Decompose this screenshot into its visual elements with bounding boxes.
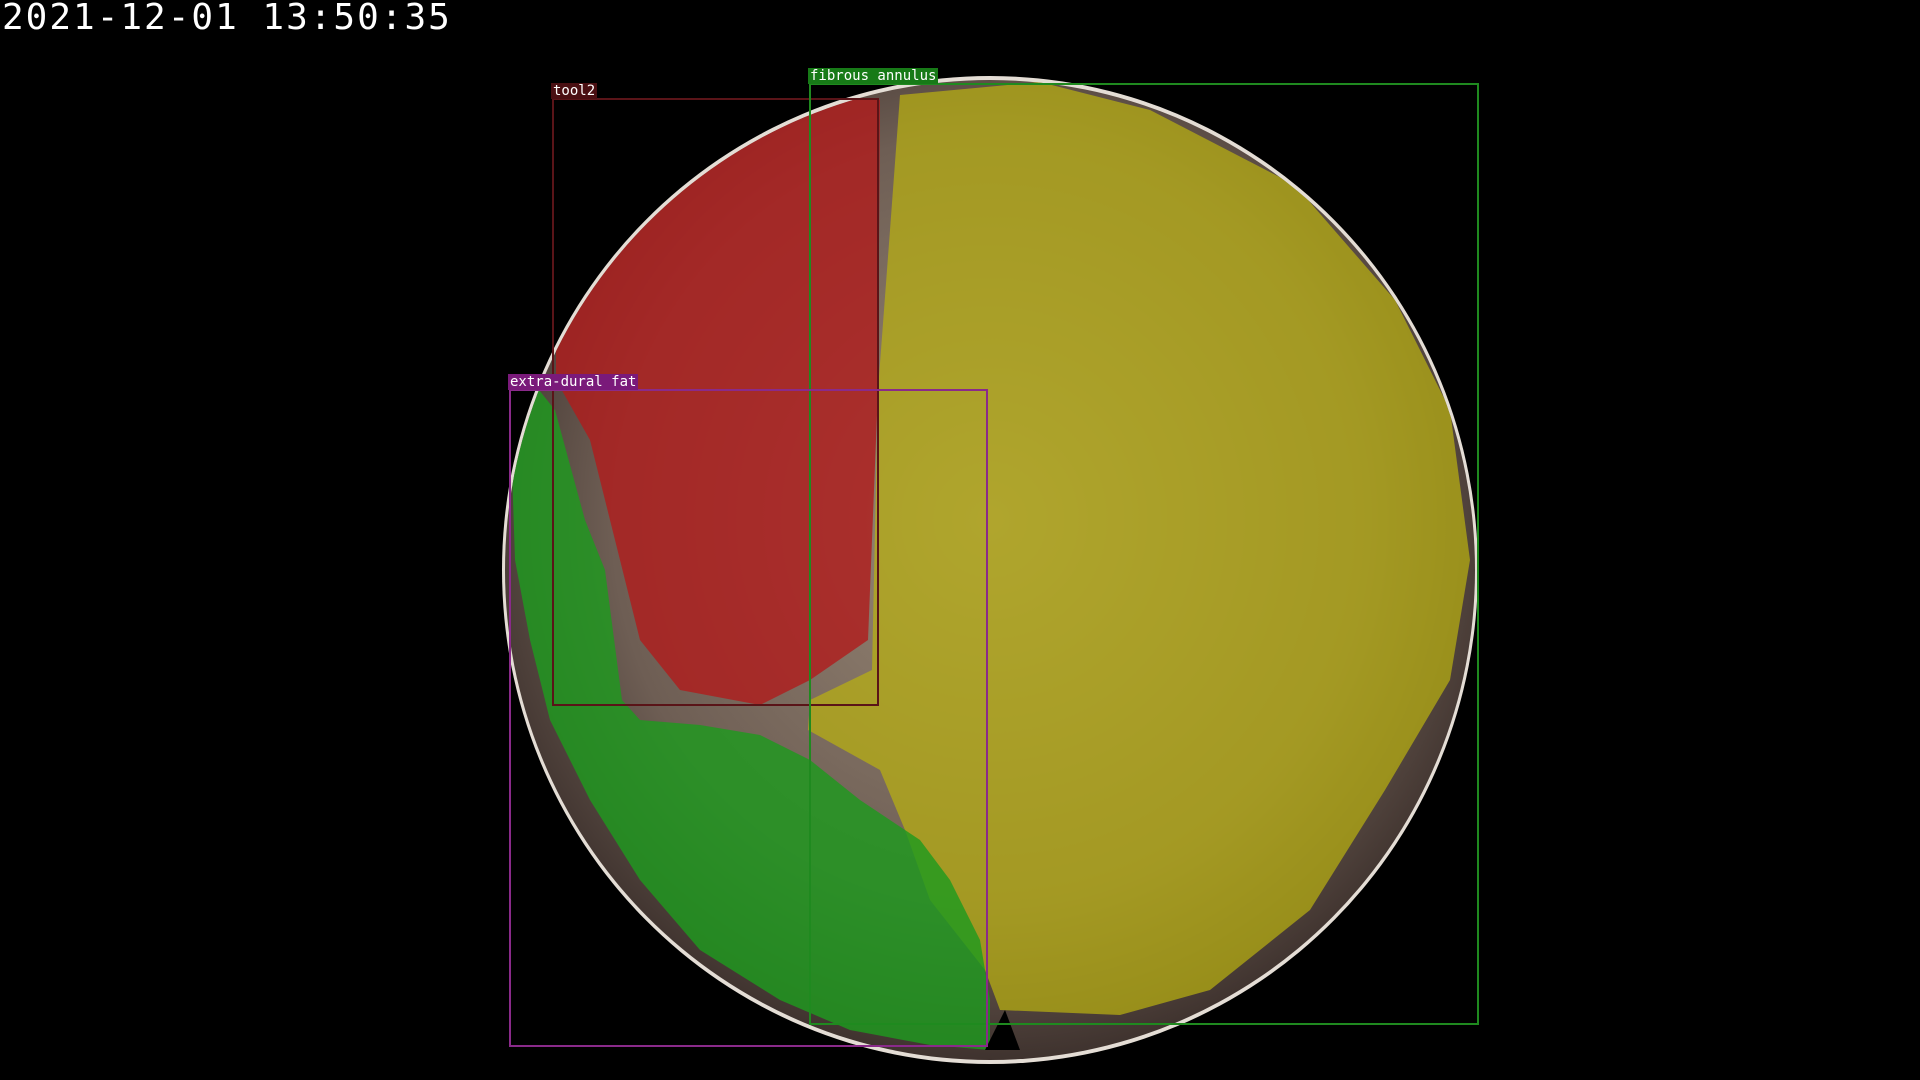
segmentation-fibrous-annulus (808, 82, 1470, 1015)
bbox-fibrous-annulus (809, 83, 1479, 1025)
scope-notch (985, 1010, 1020, 1050)
segmentation-tool2 (556, 100, 880, 705)
timestamp-overlay: 2021-12-01 13:50:35 (2, 0, 452, 38)
label-fibrous-annulus: fibrous annulus (808, 68, 939, 84)
segmentation-extra-dural-fat (512, 385, 990, 1050)
bbox-extra-dural-fat (509, 389, 988, 1047)
bbox-tool2 (552, 98, 879, 706)
label-tool2: tool2 (551, 83, 598, 99)
label-extra-dural-fat: extra-dural fat (508, 374, 639, 390)
